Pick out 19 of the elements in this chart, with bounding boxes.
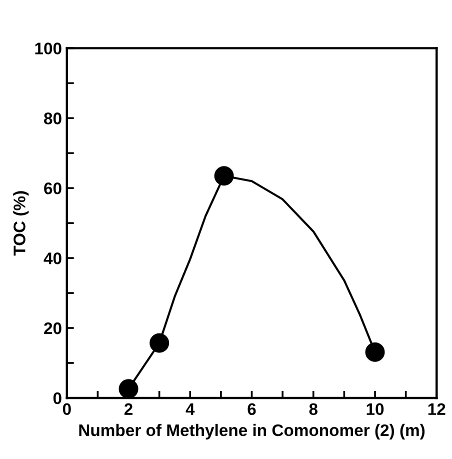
point bbox=[214, 166, 234, 186]
x-tick-label: 0 bbox=[62, 403, 71, 416]
y-tick-label: 20 bbox=[44, 322, 62, 334]
x-tick-label: 8 bbox=[309, 403, 318, 416]
y-tick-label: 40 bbox=[44, 252, 62, 264]
x-tick-label: 12 bbox=[428, 403, 446, 415]
point bbox=[365, 342, 385, 362]
x-tick-label: 2 bbox=[124, 403, 132, 415]
y-axis-title: TOC (%) bbox=[13, 191, 29, 256]
point bbox=[150, 333, 170, 353]
x-tick-label: 10 bbox=[366, 403, 384, 416]
y-tick-label: 60 bbox=[44, 182, 62, 194]
x-axis-title: Number of Methylene in Comonomer (2) (m) bbox=[79, 424, 425, 440]
x-tick-label: 4 bbox=[186, 403, 195, 415]
y-tick-label: 80 bbox=[44, 112, 62, 124]
x-tick-label: 6 bbox=[248, 403, 256, 416]
y-tick-label: 0 bbox=[53, 392, 62, 404]
point bbox=[118, 379, 138, 398]
y-tick-label: 100 bbox=[35, 42, 62, 54]
